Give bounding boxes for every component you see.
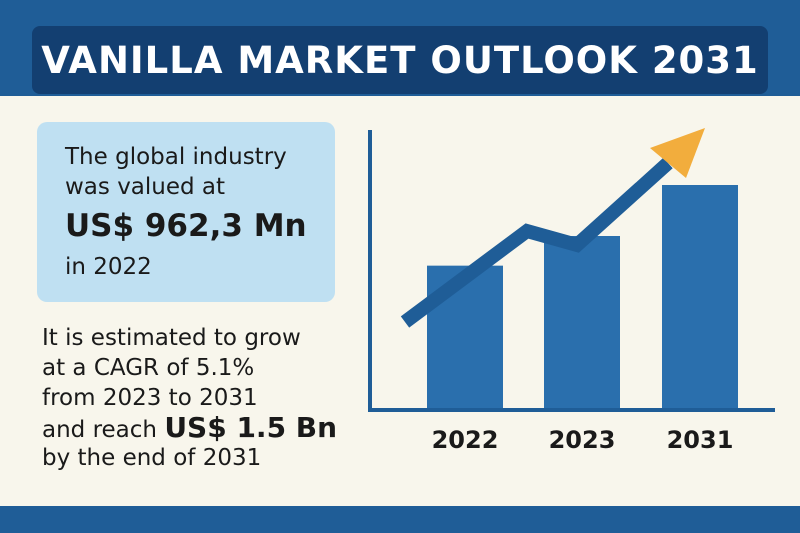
market-value-amount: US$ 962,3 Mn	[65, 208, 307, 244]
growth-line-1: It is estimated to grow	[42, 325, 301, 351]
market-value-callout: The global industry was valued at US$ 96…	[37, 122, 335, 302]
growth-statement: It is estimated to grow at a CAGR of 5.1…	[42, 323, 337, 473]
page-title: VANILLA MARKET OUTLOOK 2031	[41, 38, 759, 82]
trend-arrow-line	[400, 157, 673, 328]
value-text-line-2: was valued at	[65, 174, 226, 200]
bar-2022	[427, 265, 503, 410]
trend-arrow-head	[650, 128, 705, 178]
chart-axes	[368, 130, 775, 412]
x-tick-group: 2022 2023 2031	[432, 426, 734, 454]
title-banner: VANILLA MARKET OUTLOOK 2031	[32, 26, 768, 94]
x-tick-label: 2031	[667, 426, 734, 454]
growth-line-4: and reach US$ 1.5 Bn	[42, 411, 338, 444]
growth-period: from 2023 to 2031	[42, 385, 258, 411]
value-text-line-1: The global industry	[65, 144, 287, 170]
bar-2031	[662, 185, 738, 410]
growth-cagr: at a CAGR of 5.1%	[42, 355, 255, 381]
growth-line-5: by the end of 2031	[42, 445, 262, 471]
growth-target-value: US$ 1.5 Bn	[164, 411, 338, 444]
x-tick-label: 2023	[549, 426, 616, 454]
x-tick-label: 2022	[432, 426, 499, 454]
footer-band	[0, 506, 800, 533]
bar-2023	[544, 236, 620, 410]
bar-group	[427, 185, 738, 410]
value-text-year: in 2022	[65, 254, 152, 280]
growth-reach-text: and reach	[42, 417, 165, 443]
